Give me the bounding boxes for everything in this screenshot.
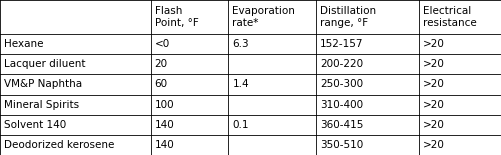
- Text: 152-157: 152-157: [320, 39, 363, 49]
- Text: 140: 140: [154, 140, 174, 150]
- Text: Deodorized kerosene: Deodorized kerosene: [4, 140, 114, 150]
- Text: >20: >20: [422, 59, 444, 69]
- Text: 310-400: 310-400: [320, 100, 363, 110]
- Text: 6.3: 6.3: [232, 39, 248, 49]
- Text: 350-510: 350-510: [320, 140, 363, 150]
- Text: 0.1: 0.1: [232, 120, 248, 130]
- Text: Solvent 140: Solvent 140: [4, 120, 66, 130]
- Text: 360-415: 360-415: [320, 120, 363, 130]
- Text: 200-220: 200-220: [320, 59, 363, 69]
- Text: 140: 140: [154, 120, 174, 130]
- Text: Distillation
range, °F: Distillation range, °F: [320, 7, 376, 28]
- Text: Mineral Spirits: Mineral Spirits: [4, 100, 79, 110]
- Text: >20: >20: [422, 80, 444, 89]
- Text: 60: 60: [154, 80, 167, 89]
- Text: Electrical
resistance: Electrical resistance: [422, 7, 476, 28]
- Text: Lacquer diluent: Lacquer diluent: [4, 59, 85, 69]
- Text: 250-300: 250-300: [320, 80, 363, 89]
- Text: 100: 100: [154, 100, 174, 110]
- Text: 20: 20: [154, 59, 167, 69]
- Text: Hexane: Hexane: [4, 39, 44, 49]
- Text: <0: <0: [154, 39, 169, 49]
- Text: VM&P Naphtha: VM&P Naphtha: [4, 80, 82, 89]
- Text: Evaporation
rate*: Evaporation rate*: [232, 7, 295, 28]
- Text: >20: >20: [422, 120, 444, 130]
- Text: Flash
Point, °F: Flash Point, °F: [154, 7, 198, 28]
- Text: >20: >20: [422, 140, 444, 150]
- Text: >20: >20: [422, 100, 444, 110]
- Text: >20: >20: [422, 39, 444, 49]
- Text: 1.4: 1.4: [232, 80, 248, 89]
